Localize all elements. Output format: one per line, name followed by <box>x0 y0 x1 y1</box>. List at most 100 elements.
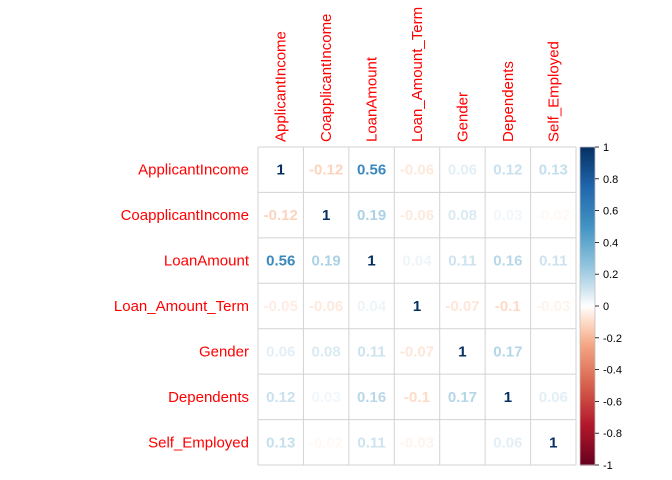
cell-value: -0.1 <box>495 298 521 315</box>
cell-value: -0.12 <box>264 207 298 224</box>
cell-value: 0.17 <box>493 343 522 360</box>
colorbar-segment <box>580 439 595 442</box>
colorbar-segment <box>580 352 595 355</box>
colorbar-segment <box>580 356 595 360</box>
colorbar-tick-label: 0.6 <box>603 206 618 218</box>
colorbar-segment <box>580 350 595 353</box>
cell-value: 0.11 <box>357 343 385 360</box>
colorbar-segment <box>580 445 595 449</box>
colorbar-segment <box>580 313 595 317</box>
colorbar-segment <box>580 256 595 259</box>
colorbar-tick-label: 1 <box>603 142 609 154</box>
colorbar-segment <box>580 234 595 237</box>
row-label: LoanAmount <box>164 253 250 270</box>
colorbar-tick-label: 0.8 <box>603 174 618 186</box>
colorbar-segment <box>580 342 595 345</box>
colorbar-segment <box>580 169 595 172</box>
colorbar-segment <box>580 243 595 247</box>
colorbar-segment <box>580 158 595 161</box>
colorbar-segment <box>580 259 595 263</box>
colorbar-segment <box>580 360 595 363</box>
cell-value: 0.06 <box>266 343 295 360</box>
colorbar-segment <box>580 277 595 280</box>
colorbar-segment <box>580 337 595 340</box>
column-label: ApplicantIncome <box>273 31 290 142</box>
row-label: CoapplicantIncome <box>121 207 249 224</box>
cell-value: -0.03 <box>536 298 570 315</box>
colorbar-segment <box>580 245 595 248</box>
colorbar-segment <box>580 422 595 425</box>
colorbar-segment <box>580 261 595 264</box>
colorbar-segment <box>580 339 595 342</box>
colorbar-segment <box>580 391 595 395</box>
colorbar-segment <box>580 215 595 218</box>
colorbar-segment <box>580 426 595 430</box>
colorbar-segment <box>580 425 595 428</box>
colorbar-segment <box>580 266 595 269</box>
cell-value: -0.1 <box>404 389 430 406</box>
colorbar-segment <box>580 156 595 159</box>
colorbar-segment <box>580 251 595 255</box>
colorbar-segment <box>580 420 595 423</box>
colorbar-tick-label: -0.6 <box>603 396 622 408</box>
column-labels: ApplicantIncome CoapplicantIncome LoanAmou… <box>273 7 563 142</box>
colorbar-segment <box>580 236 595 239</box>
colorbar-segment <box>580 177 595 180</box>
colorbar-segment <box>580 150 595 153</box>
colorbar-tick-label: -0.8 <box>603 428 622 440</box>
colorbar-segment <box>580 207 595 210</box>
colorbar-segment <box>580 154 595 158</box>
cell-value: -0.06 <box>400 162 434 179</box>
colorbar-segment <box>580 282 595 285</box>
colorbar-segment <box>580 258 595 261</box>
colorbar-segment <box>580 162 595 166</box>
cell-value: 0.13 <box>539 162 568 179</box>
colorbar-segment <box>580 147 595 150</box>
row-label: Self_Employed <box>148 434 249 451</box>
colorbar-segment <box>580 193 595 196</box>
colorbar-segment <box>580 447 595 450</box>
cell-value: -0.03 <box>400 434 434 451</box>
colorbar-segment <box>580 166 595 169</box>
colorbar-segment <box>580 317 595 320</box>
cell-value: -0.06 <box>400 207 434 224</box>
colorbar-segment <box>580 201 595 204</box>
colorbar-segment <box>580 398 595 401</box>
colorbar-segment <box>580 194 595 197</box>
colorbar-segment <box>580 414 595 417</box>
colorbar-segment <box>580 325 595 328</box>
colorbar-segment <box>580 461 595 465</box>
colorbar-segment <box>580 151 595 154</box>
cell-value: 1 <box>367 253 375 270</box>
colorbar-segment <box>580 353 595 356</box>
colorbar-segment <box>580 263 595 266</box>
colorbar-segment <box>580 347 595 350</box>
colorbar-segment <box>580 455 595 458</box>
colorbar-segment <box>580 412 595 415</box>
colorbar-segment <box>580 180 595 183</box>
colorbar-segment <box>580 409 595 412</box>
colorbar-segment <box>580 310 595 313</box>
colorbar-segment <box>580 336 595 339</box>
colorbar-segment <box>580 272 595 275</box>
colorbar-segment <box>580 212 595 215</box>
colorbar-segment <box>580 329 595 333</box>
cell-value: 1 <box>549 434 557 451</box>
colorbar-segment <box>580 344 595 347</box>
colorbar-segment <box>580 307 595 310</box>
colorbar-segment <box>580 226 595 229</box>
colorbar-segment <box>580 178 595 181</box>
colorbar-segment <box>580 167 595 170</box>
colorbar-segment <box>580 399 595 402</box>
colorbar-segment <box>580 191 595 194</box>
colorbar-segment <box>580 148 595 151</box>
cell-value: 1 <box>504 389 512 406</box>
colorbar-segment <box>580 328 595 331</box>
colorbar-segment <box>580 264 595 267</box>
colorbar-segment <box>580 294 595 298</box>
cell-value: -0.06 <box>309 298 343 315</box>
colorbar-segment <box>580 188 595 191</box>
colorbar-segment <box>580 170 595 174</box>
colorbar-segment <box>580 312 595 315</box>
colorbar-segment <box>580 255 595 258</box>
